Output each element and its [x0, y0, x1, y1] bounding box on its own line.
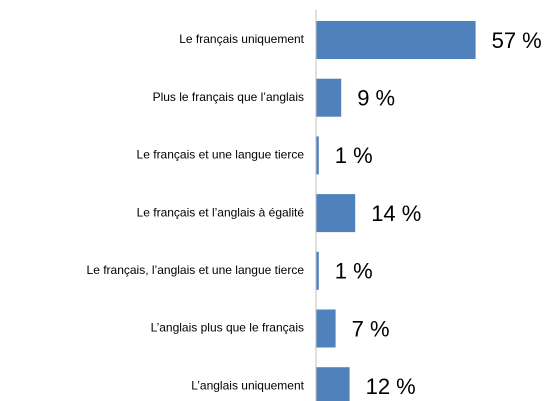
bar: [316, 136, 319, 175]
data-label: 7 %: [352, 316, 390, 341]
bar: [316, 309, 336, 348]
category-label: Le français et une langue tierce: [137, 148, 305, 162]
category-label: Le français et l’anglais à égalité: [137, 205, 305, 219]
data-label: 14 %: [371, 201, 421, 226]
bar: [316, 367, 350, 401]
bar: [316, 21, 476, 59]
data-label: 1 %: [335, 143, 373, 168]
category-label: Le français uniquement: [179, 32, 304, 46]
category-label: L’anglais uniquement: [191, 378, 304, 392]
category-label: Le français, l’anglais et une langue tie…: [87, 263, 305, 277]
data-label: 1 %: [335, 259, 373, 284]
data-label: 57 %: [492, 28, 542, 53]
category-label: L’anglais plus que le français: [151, 321, 304, 335]
data-label: 9 %: [357, 86, 395, 111]
bar: [316, 78, 342, 117]
bar: [316, 194, 356, 233]
data-label: 12 %: [366, 374, 416, 399]
category-label: Plus le français que l’anglais: [153, 90, 304, 104]
bar: [316, 251, 319, 290]
